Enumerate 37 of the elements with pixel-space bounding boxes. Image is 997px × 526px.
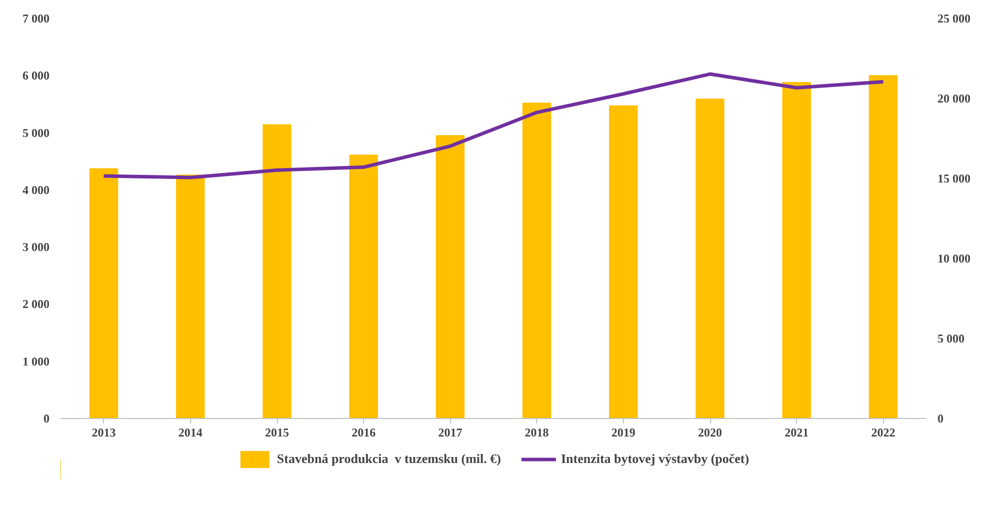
bar	[522, 102, 552, 418]
bar	[176, 174, 205, 418]
y-tick-label: 3 000	[22, 240, 50, 254]
bar	[609, 105, 638, 418]
legend-label: Stavebná produkcia v tuzemsku (mil. €)	[276, 451, 501, 467]
bar	[262, 124, 292, 418]
bar	[436, 135, 465, 418]
x-tick-label: 2022	[871, 426, 896, 440]
x-tick-label: 2018	[524, 426, 549, 440]
x-tick-label: 2013	[92, 426, 116, 440]
y-tick-label: 0	[44, 412, 50, 426]
y2-tick-label: 5 000	[938, 332, 964, 346]
x-tick-label: 2015	[265, 426, 289, 440]
x-tick-label: 2019	[611, 426, 636, 440]
x-tick-label: 2020	[698, 426, 722, 440]
y2-tick-label: 20 000	[938, 92, 970, 106]
bar	[782, 82, 811, 418]
bar	[89, 168, 118, 418]
x-tick-label: 2014	[178, 426, 202, 440]
x-tick-label: 2017	[438, 426, 462, 440]
legend-label: Intenzita bytovej výstavby (počet)	[560, 451, 750, 467]
bar	[868, 75, 898, 418]
y-tick-label: 2 000	[22, 297, 50, 312]
y-tick-label: 4 000	[22, 182, 50, 197]
y-tick-label: 1 000	[22, 354, 50, 368]
y2-tick-label: 25 000	[938, 12, 970, 26]
line-series	[102, 72, 885, 180]
y2-tick-label: 10 000	[938, 252, 970, 266]
x-tick-label: 2016	[352, 426, 376, 440]
y-tick-label: 5 000	[22, 126, 50, 140]
y2-tick-label: 15 000	[938, 172, 970, 186]
bar	[349, 154, 378, 418]
y-tick-label: 7 000	[22, 12, 50, 26]
y-tick-label: 6 000	[22, 68, 50, 83]
bar	[696, 98, 724, 418]
y2-tick-label: 0	[938, 412, 944, 426]
x-tick-label: 2021	[784, 426, 809, 440]
